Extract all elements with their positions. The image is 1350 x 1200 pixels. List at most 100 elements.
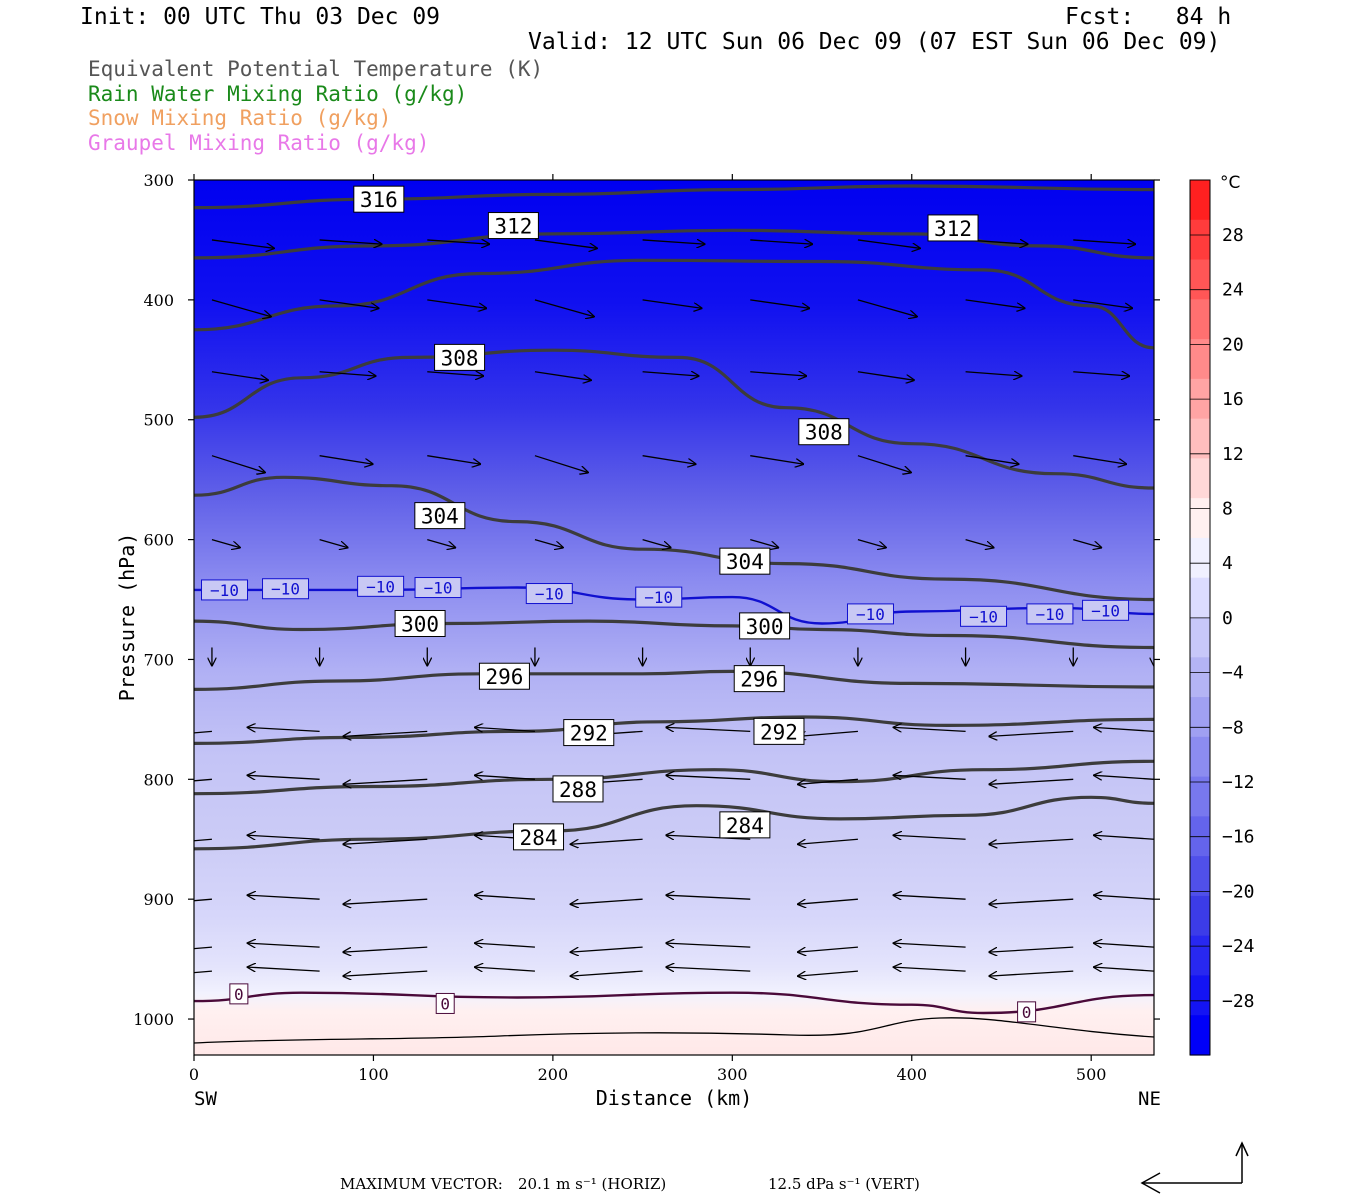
terrain-line xyxy=(194,1017,1154,1044)
legend-rain-water: Rain Water Mixing Ratio (g/kg) xyxy=(88,82,468,106)
wind-vector xyxy=(1153,539,1154,541)
temperature-label: 0 xyxy=(440,994,450,1013)
wind-vector xyxy=(989,946,1074,952)
wind-vector xyxy=(965,455,1019,464)
x-tick-label: 300 xyxy=(717,1065,748,1084)
wind-vector xyxy=(1073,372,1129,376)
wind-vector xyxy=(1094,727,1154,731)
wind-vector xyxy=(989,970,1074,976)
wind-vector xyxy=(475,727,535,731)
wind-vector xyxy=(1094,775,1154,779)
x-axis-label: Distance (km) xyxy=(596,1086,753,1110)
wind-vector xyxy=(798,970,858,976)
wind-vector xyxy=(857,299,917,317)
contour-label-box xyxy=(733,665,785,693)
wind-vector xyxy=(319,240,382,244)
theta-e-contour-312 xyxy=(194,228,1154,260)
wind-vector xyxy=(194,970,212,974)
colorbar-swatch xyxy=(1190,617,1210,658)
contour-label: 304 xyxy=(421,505,459,529)
colorbar-tick-label: 0 xyxy=(1222,608,1233,629)
contour-label: 292 xyxy=(760,720,798,744)
wind-vector xyxy=(194,838,212,842)
y-axis-label: Pressure (hPa) xyxy=(115,533,139,702)
theta-e-contour-316 xyxy=(194,184,1154,210)
temperature-label-box xyxy=(435,992,455,1014)
wind-vector xyxy=(1073,240,1135,244)
theta-e-contour-296 xyxy=(194,669,1154,691)
wind-vector xyxy=(248,943,320,947)
contour-label: 312 xyxy=(934,217,972,241)
wind-vector xyxy=(642,372,699,376)
wind-vector xyxy=(427,372,483,376)
contour-label: 288 xyxy=(559,778,597,802)
wind-vector xyxy=(194,778,212,782)
colorbar-tick-label: 20 xyxy=(1222,334,1244,355)
wind-vector xyxy=(571,898,643,904)
temperature-label-box xyxy=(525,583,573,605)
wind-vector xyxy=(750,455,803,464)
wind-vector xyxy=(194,898,212,902)
wind-vector xyxy=(666,967,751,971)
x-tick-label: 400 xyxy=(896,1065,927,1084)
wind-vector xyxy=(534,538,563,548)
colorbar-swatch xyxy=(1190,418,1210,460)
wind-vector xyxy=(427,240,489,244)
max-vector-label: MAXIMUM VECTOR: xyxy=(340,1175,503,1193)
temperature-label: −10 xyxy=(644,588,673,607)
wind-vector xyxy=(343,838,428,844)
wind-vector xyxy=(857,239,920,248)
wind-vector xyxy=(427,538,455,548)
wind-vector xyxy=(343,946,428,952)
y-tick-label: 700 xyxy=(143,650,174,669)
contour-label: 296 xyxy=(740,668,778,692)
colorbar-tick-label: −8 xyxy=(1222,717,1244,738)
wind-vector xyxy=(798,838,858,844)
wind-vector xyxy=(475,775,535,779)
x-axis-left-end: SW xyxy=(194,1088,217,1110)
contour-label: 316 xyxy=(360,188,398,212)
colorbar-unit: °C xyxy=(1220,173,1240,193)
temperature-label: −10 xyxy=(366,577,395,596)
wind-vector xyxy=(534,455,588,473)
colorbar-swatch xyxy=(1190,577,1210,619)
wind-vector xyxy=(211,371,268,380)
contour-label-box xyxy=(353,185,405,213)
colorbar-tick-label: 4 xyxy=(1222,553,1233,574)
wind-vector xyxy=(343,778,428,784)
wind-vector xyxy=(666,835,751,839)
wind-vector xyxy=(534,299,594,317)
wind-vector xyxy=(642,240,705,244)
wind-vector xyxy=(319,299,379,308)
colorbar-swatch xyxy=(1190,776,1210,817)
y-tick-label: 900 xyxy=(143,890,174,909)
y-tick-label: 500 xyxy=(143,411,174,430)
contour-label-box xyxy=(739,612,791,640)
colorbar-swatch xyxy=(1190,975,1210,1016)
wind-vector xyxy=(475,967,535,971)
wind-vector xyxy=(1094,943,1154,947)
wind-vector xyxy=(211,239,274,248)
colorbar-tick-label: 24 xyxy=(1222,280,1244,301)
legend-graupel: Graupel Mixing Ratio (g/kg) xyxy=(88,131,430,155)
colorbar-tick-label: 16 xyxy=(1222,389,1244,410)
wind-vector xyxy=(248,835,320,839)
wind-vector xyxy=(989,898,1074,904)
colorbar-tick-label: −20 xyxy=(1222,881,1255,902)
temperature-label: −10 xyxy=(210,581,239,600)
wind-vector xyxy=(894,967,966,971)
wind-vector xyxy=(750,538,778,548)
theta-e-contour-300 xyxy=(194,619,1154,650)
colorbar-tick-label: 8 xyxy=(1222,499,1233,520)
wind-vector xyxy=(1094,967,1154,971)
colorbar-tick-label: −24 xyxy=(1222,936,1255,957)
wind-vector xyxy=(894,943,966,947)
contour-label: 308 xyxy=(441,346,479,370)
colorbar-tick-label: −4 xyxy=(1222,663,1244,684)
init-time: Init: 00 UTC Thu 03 Dec 09 xyxy=(80,4,441,30)
wind-vector xyxy=(894,727,966,731)
colorbar-tick-label: −16 xyxy=(1222,827,1255,848)
wind-vector xyxy=(211,299,271,317)
contour-label: 308 xyxy=(805,421,843,445)
wind-vector xyxy=(666,895,751,899)
